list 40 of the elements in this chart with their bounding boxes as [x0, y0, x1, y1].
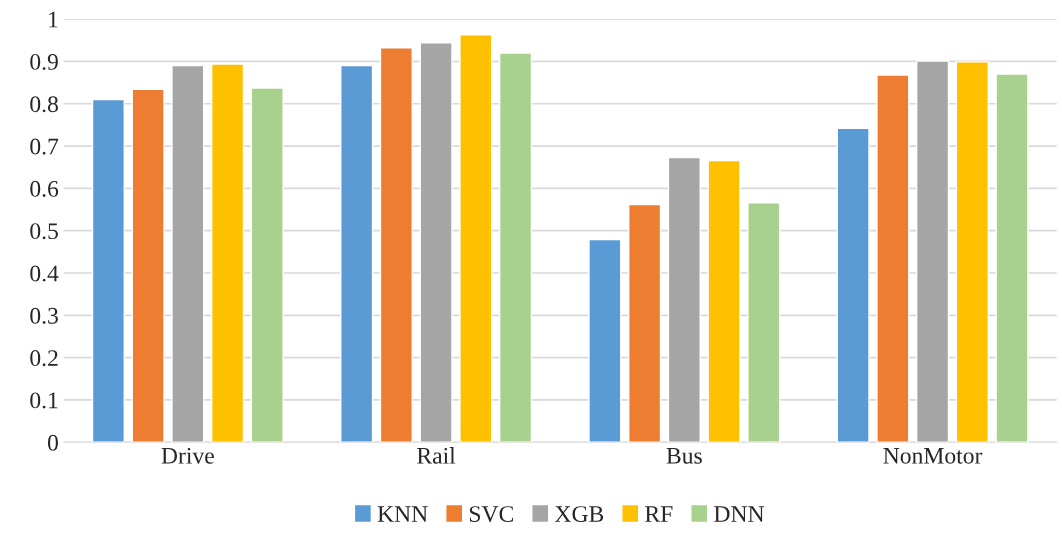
bar — [955, 61, 989, 443]
legend-label: DNN — [714, 506, 765, 522]
bar — [340, 64, 374, 443]
y-tick-label: 0.8 — [30, 96, 58, 113]
y-tick-label: 0.5 — [30, 223, 58, 240]
bar — [210, 63, 245, 443]
y-tick-label: 0.7 — [30, 138, 59, 155]
x-tick-label: Rail — [417, 447, 456, 464]
bar — [459, 34, 493, 443]
y-tick-label: 0.3 — [30, 307, 58, 324]
y-tick-label: 0 — [47, 434, 58, 451]
legend-label: XGB — [554, 506, 604, 522]
y-tick-label: 0.4 — [30, 265, 59, 282]
bar — [419, 42, 453, 443]
bar — [707, 159, 741, 443]
bar — [171, 64, 205, 443]
bar — [588, 238, 622, 443]
y-tick-label: 0.6 — [30, 180, 59, 197]
bar — [995, 73, 1029, 443]
y-tick-label: 0.2 — [30, 350, 58, 367]
legend-label: SVC — [469, 506, 513, 523]
x-tick-label: Bus — [666, 448, 702, 464]
x-tick-label: Drive — [161, 447, 214, 464]
bar — [628, 203, 662, 443]
bar — [915, 60, 950, 443]
bar — [379, 47, 413, 443]
bar — [498, 52, 533, 443]
y-tick-label: 0.9 — [30, 53, 58, 70]
bar — [667, 156, 701, 443]
legend-label: RF — [645, 506, 673, 522]
y-tick-label: 0.1 — [30, 392, 58, 409]
bar — [91, 98, 125, 443]
bar — [250, 87, 284, 443]
bar — [836, 127, 870, 443]
bar — [876, 74, 910, 443]
bar — [747, 202, 781, 443]
bar — [131, 88, 165, 443]
y-tick-label: 1 — [49, 11, 58, 28]
x-tick-label: NonMotor — [883, 448, 983, 464]
legend-label: KNN — [377, 506, 428, 522]
